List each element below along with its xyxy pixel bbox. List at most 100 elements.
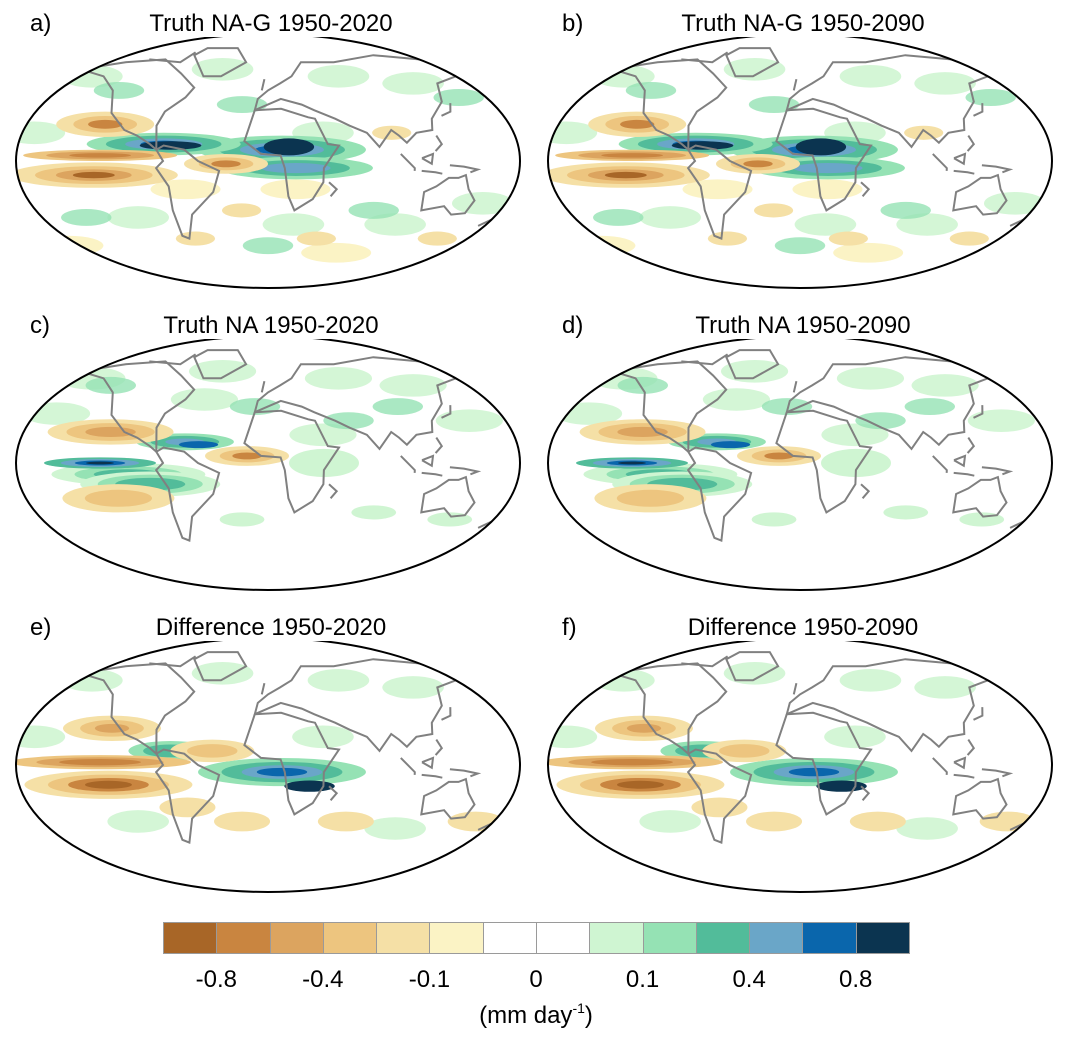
coastline [785,54,991,149]
precip-anomaly-patch [447,811,504,832]
island-coastline [966,437,976,454]
precip-anomaly-patch [753,203,794,218]
colorbar-swatch [376,922,431,954]
precip-anomaly-patch [382,72,444,95]
colorbar-swatch [429,922,484,954]
precip-anomaly-patch [175,231,216,246]
colorbar-swatch [163,922,218,954]
colorbar-swatch [695,922,751,954]
precip-anomaly-patch [16,725,66,749]
precip-anomaly-patch [59,759,141,766]
coastline [193,349,248,380]
island-coastline [260,380,266,393]
precip-anomaly-patch [304,367,373,390]
island-coastline [149,655,197,668]
precip-anomaly-patch [263,138,315,156]
island-coastline [981,466,1014,476]
coastline [612,360,728,454]
colorbar-swatch [642,922,697,954]
island-coastline [860,181,871,197]
coastline [243,409,341,514]
coastline [686,144,753,241]
coastline [612,662,728,756]
island-coastline [400,455,416,473]
precip-anomaly-patch [69,153,131,158]
coastline [243,107,341,212]
precip-anomaly-patch [896,213,958,236]
coastline [725,349,780,380]
colorbar-tick-label: 0.8 [839,966,873,993]
island-coastline [328,181,339,197]
map-panel-a: Truth NA-G 1950-2020 a) [6,4,536,309]
anomaly-field [548,638,1052,892]
coastline [785,356,991,451]
coastline [253,658,459,753]
precip-anomaly-patch [723,661,786,685]
coastline [775,107,873,212]
precip-anomaly-patch [256,767,308,777]
coastline [154,748,221,845]
precip-anomaly-patch [883,505,929,520]
colorbar-tick-label: 0 [529,966,543,993]
island-coastline [149,353,197,366]
colorbar-swatch [482,922,537,954]
colorbar-tick-label: -0.4 [302,966,344,993]
precip-anomaly-patch [107,810,169,833]
coastline [420,173,476,216]
island-coastline [421,773,443,779]
precip-anomaly-patch [792,179,863,200]
coastline [775,711,873,816]
island-coastline [421,169,443,175]
anomaly-field [16,638,520,892]
panel-label: f) [562,614,577,641]
colorbar-tick-label: -0.1 [408,966,451,993]
precip-anomaly-patch [774,237,826,255]
island-coastline [860,483,871,499]
precip-anomaly-patch [836,367,905,390]
island-coastline [421,471,443,477]
precip-anomaly-patch [833,242,904,263]
coastline [80,360,196,454]
coastline [154,446,221,543]
precip-anomaly-patch [816,780,867,792]
colorbar-units: (mm day-1) [479,1000,593,1029]
precip-anomaly-patch [593,669,655,692]
precip-anomaly-patch [983,192,1046,215]
precip-anomaly-patch [72,171,115,179]
anomaly-field [16,34,520,288]
coastline [686,748,753,845]
island-coastline [449,466,482,476]
island-coastline [681,51,729,64]
island-coastline [953,152,967,166]
precip-anomaly-patch [211,160,241,168]
precip-anomaly-patch [626,723,662,733]
colorbar-tick-label: 0.4 [732,966,766,993]
coastline [612,58,728,152]
island-coastline [973,707,984,721]
coastline [785,658,991,753]
island-coastline [400,757,416,775]
precip-anomaly-patch [719,744,770,758]
precip-anomaly-patch [849,811,906,832]
coastline [952,173,1008,216]
precip-anomaly-patch [904,125,944,140]
precip-anomaly-patch [364,213,426,236]
precip-anomaly-patch [896,817,958,840]
anomaly-field [16,336,520,590]
precip-anomaly-patch [379,374,447,397]
precip-anomaly-patch [85,376,136,394]
precip-anomaly-patch [617,376,668,394]
precip-anomaly-patch [639,206,701,229]
panel-label: a) [30,10,52,37]
map-panel-e: Difference 1950-2020 e) [6,608,536,913]
precip-anomaly-patch [260,179,331,200]
map-panel-d: Truth NA 1950-2090 d) [538,306,1068,611]
colorbar-tick-label: -0.8 [195,966,237,993]
precip-anomaly-patch [61,208,112,226]
precip-anomaly-patch [764,452,794,460]
precip-anomaly-patch [159,797,216,818]
precip-anomaly-patch [746,811,803,832]
precip-anomaly-patch [967,409,1035,432]
anomaly-field [548,336,1052,590]
map-e [15,637,521,893]
